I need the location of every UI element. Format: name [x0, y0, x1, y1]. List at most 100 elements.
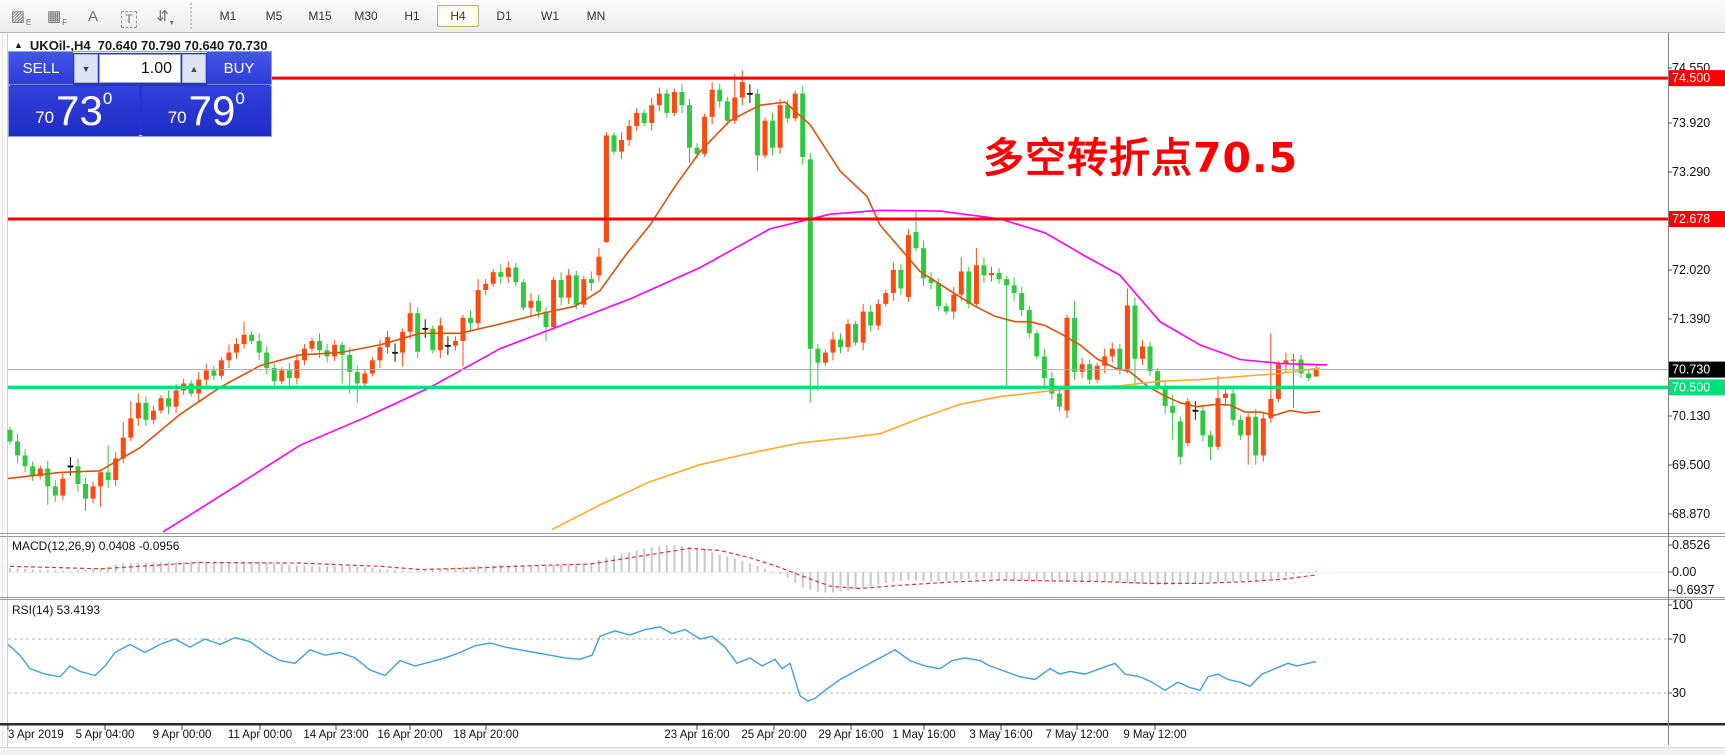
candle-body: [362, 373, 368, 384]
price-label-badge-text: 72.678: [1672, 212, 1710, 226]
candle-body: [234, 344, 239, 353]
macd-histogram-bar: [477, 565, 480, 572]
macd-histogram-bar: [590, 562, 593, 572]
macd-indicator-label: MACD(12,26,9) 0.0408 -0.0956: [12, 539, 180, 553]
tab-timeframe-mn[interactable]: MN: [586, 9, 606, 23]
buy-price-big: 79: [188, 87, 236, 134]
candle-body: [611, 135, 617, 152]
macd-histogram-bar: [1096, 572, 1099, 582]
volume-input[interactable]: [99, 54, 181, 83]
macd-histogram-bar: [197, 561, 200, 572]
macd-histogram-bar: [144, 562, 147, 572]
candle-body: [211, 370, 217, 376]
candle-body: [694, 147, 700, 154]
ma-long-line: [551, 367, 1321, 531]
candle-body: [958, 271, 964, 295]
macd-histogram-bar: [635, 550, 638, 572]
macd-histogram-bar: [507, 565, 510, 572]
candle-body: [158, 398, 164, 411]
volume-decrease-button[interactable]: ▼: [74, 54, 98, 83]
window-left-edge: [0, 33, 8, 755]
grid-sub: F: [62, 18, 68, 27]
macd-histogram-bar: [514, 565, 517, 572]
macd-histogram-bar: [696, 547, 699, 572]
macd-histogram-bar: [1156, 572, 1159, 585]
price-label-badge-text: 74.500: [1672, 71, 1710, 85]
macd-histogram-bar: [137, 562, 140, 572]
sell-price-big: 73: [56, 87, 103, 134]
candle-body: [1306, 373, 1312, 379]
candle-body: [936, 283, 942, 307]
candle-body: [226, 352, 232, 361]
tab-timeframe-m1[interactable]: M1: [219, 9, 237, 23]
tab-timeframe-h1[interactable]: H1: [404, 9, 420, 23]
candle-body: [498, 272, 504, 277]
macd-histogram-bar: [1284, 572, 1287, 577]
macd-histogram-bar: [416, 570, 419, 572]
buy-price-prefix: 70: [167, 108, 187, 127]
candle-body: [1064, 317, 1070, 411]
time-axis-label: 14 Apr 23:00: [303, 729, 368, 741]
macd-histogram-bar: [401, 570, 404, 572]
tab-timeframe-h4[interactable]: H4: [437, 5, 479, 27]
macd-histogram-bar: [1066, 572, 1068, 582]
macd-histogram-bar: [462, 566, 464, 572]
macd-histogram-bar: [446, 568, 449, 572]
candle-body: [1102, 356, 1108, 366]
tab-timeframe-d1[interactable]: D1: [496, 9, 512, 23]
macd-histogram-bar: [545, 565, 548, 572]
macd-histogram-bar: [718, 554, 721, 572]
macd-histogram-bar: [439, 568, 442, 572]
tab-timeframe-m5[interactable]: M5: [265, 9, 283, 23]
tab-timeframe-w1[interactable]: W1: [541, 9, 559, 23]
macd-histogram-bar: [499, 565, 502, 572]
candle-body: [792, 93, 798, 119]
buy-button[interactable]: BUY: [207, 52, 271, 85]
candle-body: [407, 313, 413, 332]
time-axis-label: 25 Apr 20:00: [741, 729, 806, 741]
candle-body: [679, 92, 685, 106]
candle-body: [377, 347, 383, 361]
macd-histogram-bar: [24, 568, 27, 572]
macd-histogram-bar: [484, 565, 487, 572]
candle-body: [921, 248, 927, 279]
time-axis-border: [0, 723, 1725, 726]
macd-histogram-bar: [794, 572, 797, 583]
sell-button[interactable]: SELL: [9, 52, 73, 85]
macd-histogram-bar: [333, 565, 336, 572]
collapse-arrow-icon[interactable]: ▲: [14, 39, 23, 50]
macd-histogram-bar: [250, 561, 253, 572]
candle-body: [596, 256, 602, 276]
text-label-icon[interactable]: A: [78, 4, 108, 28]
candle-body: [951, 294, 957, 312]
candle-body: [626, 126, 632, 141]
tab-timeframe-m15[interactable]: M15: [308, 9, 332, 23]
candle-body: [973, 265, 979, 304]
buy-price-panel[interactable]: 70 79 0: [141, 86, 271, 136]
arrange-windows-icon[interactable]: ⇵ ▾: [150, 4, 180, 28]
price-axis-label: 73.290: [1672, 165, 1710, 179]
macd-axis-label: 0.8526: [1672, 538, 1710, 552]
candle-body: [437, 325, 443, 351]
volume-increase-button[interactable]: ▲: [182, 54, 206, 83]
new-order-icon[interactable]: ▨ E: [6, 4, 36, 28]
candle-body: [286, 370, 292, 379]
macd-histogram-bar: [1247, 572, 1250, 581]
candle-body: [1034, 333, 1040, 357]
grid-icon[interactable]: ▦ F: [42, 4, 72, 28]
tab-timeframe-m30[interactable]: M30: [354, 9, 378, 23]
macd-histogram-bar: [1269, 572, 1272, 579]
candle-body: [1260, 418, 1266, 456]
macd-histogram-bar: [394, 569, 397, 572]
text-box-icon[interactable]: T: [114, 4, 144, 28]
candle-body: [1298, 359, 1304, 374]
macd-histogram-bar: [1081, 572, 1084, 582]
candle-body: [15, 441, 21, 456]
macd-histogram-bar: [1133, 572, 1136, 584]
macd-histogram-bar: [1050, 572, 1053, 581]
rsi-axis-label: 100: [1672, 598, 1693, 612]
candle-body: [928, 278, 934, 284]
macd-histogram-bar: [733, 558, 736, 572]
sell-price-panel[interactable]: 70 73 0: [9, 86, 139, 136]
